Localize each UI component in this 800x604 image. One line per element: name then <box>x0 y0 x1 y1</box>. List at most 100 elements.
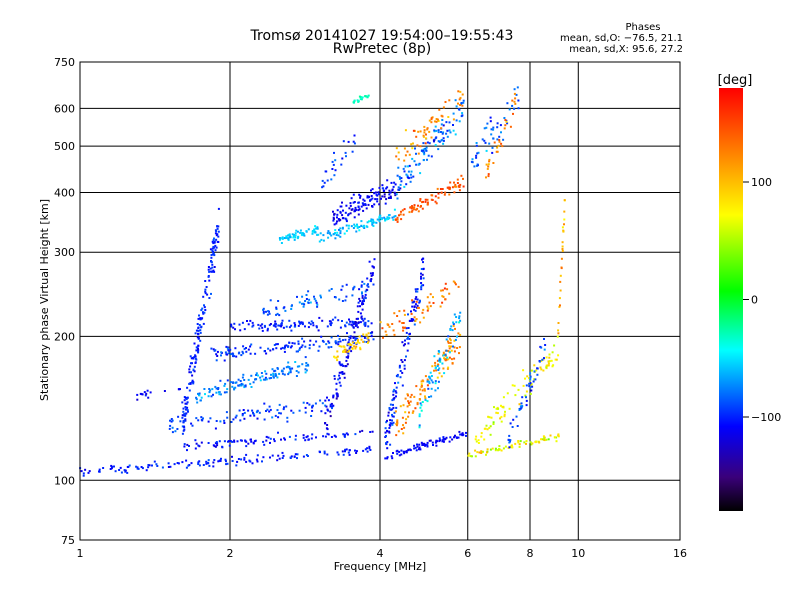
data-point <box>199 317 202 320</box>
data-point <box>540 368 543 371</box>
data-point <box>184 406 187 408</box>
data-point <box>425 149 428 152</box>
data-point <box>225 460 227 463</box>
data-point <box>404 411 407 414</box>
data-point <box>529 392 532 395</box>
data-point <box>283 306 286 309</box>
data-point <box>335 392 338 395</box>
data-point <box>209 389 212 392</box>
data-point <box>396 218 399 221</box>
data-point <box>529 382 532 385</box>
data-point <box>366 96 369 99</box>
data-point <box>170 420 173 423</box>
data-point <box>454 183 457 186</box>
data-point <box>362 209 365 212</box>
data-point <box>286 416 289 419</box>
data-point <box>373 203 376 206</box>
data-point <box>405 331 408 334</box>
data-point <box>200 326 203 329</box>
data-point <box>287 365 289 368</box>
data-point <box>238 351 241 354</box>
data-point <box>417 152 420 155</box>
data-point <box>530 383 533 386</box>
data-point <box>426 201 429 204</box>
data-point <box>197 329 200 332</box>
data-point <box>336 213 339 216</box>
data-point <box>412 410 415 413</box>
data-point <box>413 208 415 211</box>
data-point <box>334 340 337 343</box>
data-point <box>317 349 320 352</box>
data-point <box>279 412 282 415</box>
data-point <box>443 193 446 196</box>
data-point <box>237 384 240 387</box>
data-point <box>208 270 211 273</box>
data-point <box>403 309 406 312</box>
data-point <box>264 325 266 328</box>
data-point <box>547 360 550 363</box>
data-point <box>364 204 367 206</box>
data-point <box>153 460 156 463</box>
data-point <box>419 321 422 324</box>
data-point <box>404 421 407 424</box>
data-point <box>492 421 495 424</box>
data-point <box>395 424 398 427</box>
data-point <box>516 86 519 89</box>
data-point <box>404 165 407 168</box>
data-point <box>405 451 408 454</box>
data-point <box>493 141 496 144</box>
data-point <box>416 288 419 291</box>
data-point <box>471 158 474 161</box>
data-point <box>438 372 441 375</box>
data-point <box>364 95 367 98</box>
data-point <box>267 347 270 350</box>
data-point <box>420 404 423 407</box>
data-point <box>114 470 117 473</box>
data-point <box>198 394 201 397</box>
data-point <box>452 118 455 121</box>
data-point <box>304 439 307 442</box>
data-point <box>194 354 197 357</box>
data-point <box>411 319 413 322</box>
data-point <box>283 347 286 350</box>
data-point <box>441 115 444 118</box>
data-point <box>322 234 325 237</box>
data-point <box>373 258 376 261</box>
data-point <box>285 235 288 238</box>
data-point <box>517 440 520 442</box>
data-point <box>381 195 384 198</box>
data-point <box>495 411 498 414</box>
data-point <box>212 269 215 272</box>
data-point <box>405 173 408 176</box>
data-point <box>430 118 433 121</box>
chart-title: Tromsø 20141027 19:54:00–19:55:43 <box>250 28 514 44</box>
data-point <box>233 322 236 325</box>
data-point <box>514 97 517 100</box>
data-point <box>183 445 186 448</box>
data-point <box>422 308 425 311</box>
data-point <box>269 456 271 459</box>
data-point <box>291 367 294 370</box>
data-point <box>229 440 232 442</box>
data-point <box>417 204 419 207</box>
data-point <box>245 453 248 456</box>
data-point <box>446 356 449 359</box>
data-point <box>412 142 414 145</box>
data-point <box>353 223 356 226</box>
data-point <box>454 283 457 286</box>
x-axis-ticks: 1 2 4 6 8 10 16 <box>77 547 688 560</box>
data-point <box>225 391 228 394</box>
data-point <box>334 296 337 299</box>
data-point <box>366 284 369 287</box>
data-point <box>324 399 327 402</box>
data-point <box>500 142 503 145</box>
data-point <box>331 168 334 170</box>
data-point <box>269 323 272 325</box>
data-point <box>441 289 444 292</box>
data-point <box>443 357 445 360</box>
data-point <box>223 384 226 387</box>
data-point <box>452 280 455 283</box>
data-point <box>491 151 494 154</box>
data-point <box>408 404 411 406</box>
data-point <box>289 371 292 374</box>
